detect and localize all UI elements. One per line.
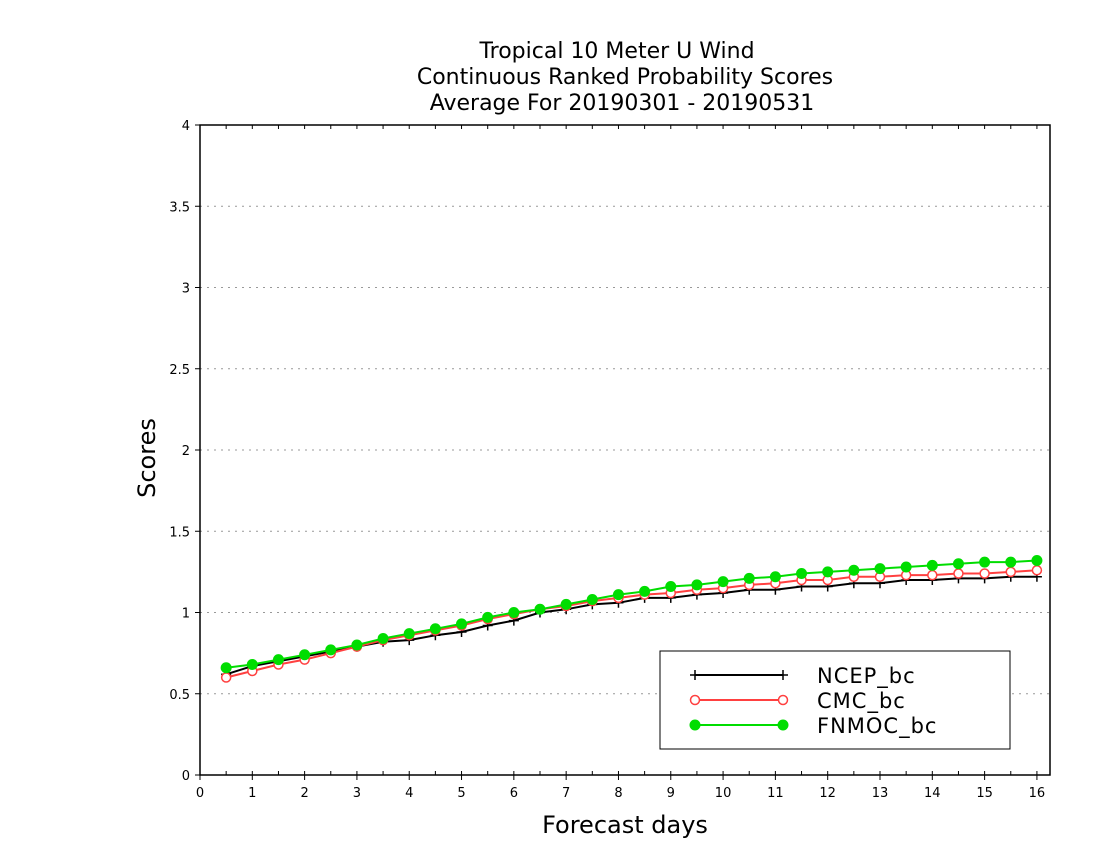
x-tick-label: 13: [872, 786, 889, 801]
data-point-fnmoc: [796, 568, 808, 579]
y-tick-label: 1.5: [169, 525, 190, 540]
legend-marker-fnmoc: [777, 719, 789, 731]
ticks-layer: 00.511.522.533.540 1 2 3 4 5 6 7 8 9 10 11 12 13 14 15 1…: [169, 119, 1045, 801]
x-tick-label: 10: [715, 786, 732, 801]
y-tick-label: 3: [182, 282, 190, 297]
data-point-cmc: [927, 569, 938, 581]
legend-label-cmc: CMC_bc: [817, 689, 906, 714]
data-point-fnmoc: [325, 644, 337, 656]
data-point-fnmoc: [456, 618, 468, 630]
data-point-fnmoc: [246, 659, 258, 670]
y-tick-label: 0.5: [169, 688, 190, 703]
x-tick-label: 12: [819, 786, 836, 801]
grid-layer: [200, 205, 1050, 695]
y-axis-label: Scores: [133, 418, 161, 498]
x-tick-label: 8: [614, 786, 622, 801]
x-tick-label: 1: [248, 786, 256, 801]
x-tick-label: 9: [667, 786, 675, 801]
data-point-fnmoc: [926, 559, 938, 571]
data-point-fnmoc: [351, 639, 363, 651]
data-point-fnmoc: [272, 654, 284, 666]
data-point-fnmoc: [769, 571, 781, 583]
x-tick-label: 14: [924, 786, 941, 801]
chart-title-line-3: Average For 20190301 - 20190531: [430, 91, 815, 116]
legend-samples: [689, 670, 789, 731]
data-point-fnmoc: [560, 598, 572, 610]
legend: NCEP_bc CMC_bc FNMOC_bc: [659, 650, 1011, 750]
data-point-fnmoc: [482, 611, 494, 623]
data-point-fnmoc: [299, 649, 311, 661]
data-point-fnmoc: [900, 561, 912, 573]
data-point-cmc: [1005, 566, 1017, 578]
data-point-fnmoc: [874, 563, 886, 575]
data-point-fnmoc: [952, 558, 964, 570]
legend-marker-ncep: [690, 670, 700, 680]
series-layer: [220, 555, 1043, 683]
data-point-cmc: [979, 568, 990, 579]
data-point-fnmoc: [377, 633, 389, 644]
x-tick-label: 3: [353, 786, 361, 801]
data-point-fnmoc: [717, 576, 729, 588]
data-point-fnmoc: [665, 581, 677, 592]
data-point-fnmoc: [848, 564, 860, 576]
y-tick-label: 2.5: [169, 363, 190, 378]
data-point-fnmoc: [691, 579, 703, 591]
legend-label-fnmoc: FNMOC_bc: [817, 714, 937, 739]
data-point-fnmoc: [403, 628, 415, 640]
data-point-cmc: [220, 672, 232, 683]
x-tick-label: 0: [196, 786, 204, 801]
legend-label-ncep: NCEP_bc: [817, 664, 916, 689]
data-point-fnmoc: [429, 623, 441, 635]
data-point-cmc: [1031, 565, 1043, 576]
data-point-fnmoc: [822, 566, 834, 578]
x-tick-label: 4: [405, 786, 413, 801]
legend-marker-cmc: [777, 694, 789, 706]
data-point-fnmoc: [1005, 556, 1017, 568]
y-tick-label: 4: [182, 119, 190, 134]
x-tick-label: 5: [457, 786, 465, 801]
data-point-fnmoc: [612, 589, 624, 601]
data-point-fnmoc: [743, 572, 755, 584]
legend-marker-ncep: [778, 670, 788, 680]
data-point-fnmoc: [586, 594, 598, 605]
x-tick-label: 11: [767, 786, 784, 801]
x-tick-label: 2: [300, 786, 308, 801]
y-tick-label: 3.5: [169, 200, 190, 215]
y-tick-label: 2: [182, 444, 190, 459]
data-point-fnmoc: [508, 607, 520, 618]
legend-marker-cmc: [689, 694, 701, 706]
chart-title-line-1: Tropical 10 Meter U Wind: [478, 39, 754, 64]
y-tick-label: 1: [182, 607, 190, 622]
data-point-fnmoc: [979, 556, 991, 568]
data-point-cmc: [953, 568, 964, 579]
x-tick-label: 15: [976, 786, 993, 801]
chart-title-line-2: Continuous Ranked Probability Scores: [417, 65, 833, 90]
data-point-fnmoc: [534, 603, 546, 615]
x-tick-label: 6: [510, 786, 518, 801]
x-tick-label: 16: [1029, 786, 1046, 801]
data-point-fnmoc: [1031, 555, 1043, 566]
x-tick-label: 7: [562, 786, 570, 801]
data-point-fnmoc: [639, 585, 651, 597]
y-tick-label: 0: [182, 769, 190, 784]
x-axis-label: Forecast days: [542, 811, 708, 839]
legend-marker-fnmoc: [689, 719, 701, 731]
data-point-fnmoc: [220, 662, 232, 674]
